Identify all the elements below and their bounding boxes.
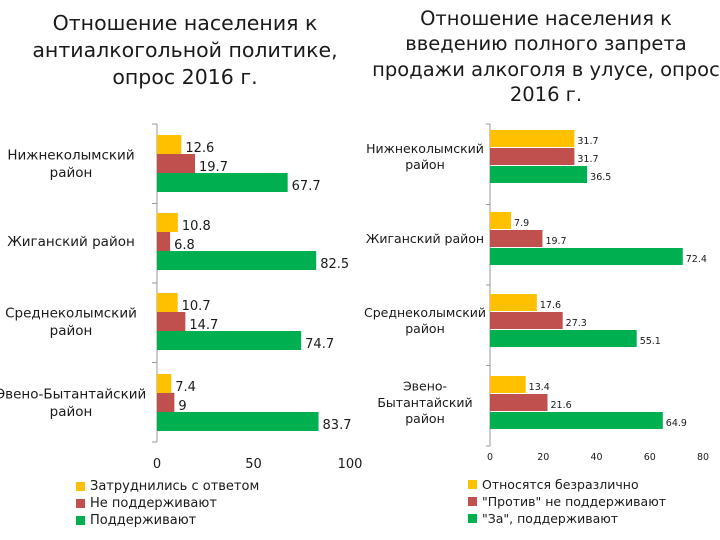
right-legend-label: Относятся безразлично	[482, 477, 639, 492]
left-category-label: Эвено-Бытантайский район	[0, 386, 146, 420]
right-x-tick-label: 20	[537, 452, 549, 463]
right-bar	[490, 212, 512, 229]
right-data-label: 31.7	[577, 154, 598, 165]
left-data-label: 6.8	[174, 238, 195, 253]
left-data-label: 19.7	[199, 160, 228, 175]
left-data-label: 10.7	[182, 299, 211, 314]
left-bar	[157, 374, 172, 393]
left-legend-item: Не поддерживают	[76, 495, 259, 512]
right-data-label: 13.4	[529, 382, 550, 393]
right-bar	[490, 312, 563, 329]
right-x-tick-label: 80	[697, 452, 709, 463]
right-x-tick-label: 0	[487, 452, 493, 463]
right-legend-swatch	[468, 480, 477, 489]
left-legend-label: Не поддерживают	[90, 496, 217, 511]
left-bar	[157, 232, 171, 251]
right-legend-label: "Против" не поддерживают	[482, 494, 667, 509]
right-x-tick-label: 60	[644, 452, 656, 463]
left-x-tick-label: 0	[153, 457, 161, 472]
right-category-label: Жиганский район	[366, 231, 484, 246]
right-legend-item: "За", поддерживают	[468, 510, 666, 527]
left-x-tick-label: 50	[245, 457, 262, 472]
right-data-label: 36.5	[590, 172, 611, 183]
left-bar	[157, 173, 288, 192]
left-category-label: Среднеколымский район	[5, 305, 137, 339]
right-data-label: 27.3	[566, 318, 587, 329]
left-bar	[157, 393, 175, 412]
left-x-tick-label: 100	[338, 457, 363, 472]
right-category-label: Эвено-Бытантайский район	[377, 379, 472, 427]
left-data-label: 10.8	[182, 219, 211, 234]
left-legend-label: Поддерживают	[90, 513, 197, 528]
right-bar	[490, 248, 683, 265]
left-bar	[157, 135, 182, 154]
right-data-label: 55.1	[640, 336, 661, 347]
right-legend-item: "Против" не поддерживают	[468, 493, 666, 510]
right-bar	[490, 148, 575, 165]
right-data-label: 19.7	[545, 236, 566, 247]
left-data-label: 82.5	[320, 257, 349, 272]
right-data-label: 64.9	[666, 418, 687, 429]
left-data-label: 7.4	[175, 380, 196, 395]
right-x-tick-label: 40	[590, 452, 602, 463]
right-legend-swatch	[468, 514, 477, 523]
right-bar	[490, 230, 543, 247]
right-bar	[490, 166, 588, 183]
right-bar	[490, 294, 537, 311]
left-bar	[157, 293, 178, 312]
right-data-label: 7.9	[514, 218, 529, 229]
left-data-label: 67.7	[292, 179, 321, 194]
right-bar	[490, 130, 575, 147]
right-bar	[490, 376, 526, 393]
right-data-label: 72.4	[686, 254, 707, 265]
left-legend-swatch	[76, 516, 85, 525]
left-category-label: Жиганский район	[7, 234, 135, 250]
left-bar	[157, 312, 186, 331]
left-data-label: 83.7	[323, 418, 352, 433]
left-legend-label: Затруднились с ответом	[90, 479, 260, 494]
left-bar	[157, 331, 302, 350]
right-chart-title: Отношение населения к введению полного з…	[372, 7, 720, 107]
right-legend-swatch	[468, 497, 477, 506]
right-data-label: 31.7	[577, 136, 598, 147]
left-legend-swatch	[76, 482, 85, 491]
right-legend-label: "За", поддерживают	[482, 511, 619, 526]
left-data-label: 74.7	[305, 337, 334, 352]
right-data-label: 21.6	[551, 400, 572, 411]
left-chart-title: Отношение населения к антиалкогольной по…	[32, 11, 338, 90]
left-legend-swatch	[76, 499, 85, 508]
left-chart-legend: Затруднились с ответом Не поддерживают Под…	[76, 478, 259, 529]
left-legend-item: Поддерживают	[76, 512, 259, 529]
right-data-label: 17.6	[540, 300, 561, 311]
right-category-label: Нижнеколымский район	[366, 141, 484, 172]
right-category-label: Среднеколымский район	[364, 305, 486, 336]
right-chart-legend: Относятся безразлично "Против" не поддерж…	[468, 476, 666, 527]
right-bar	[490, 330, 637, 347]
left-category-label: Нижнеколымский район	[7, 147, 134, 181]
left-bar	[157, 154, 196, 173]
left-data-label: 12.6	[185, 141, 214, 156]
left-bar	[157, 412, 319, 431]
left-legend-item: Затруднились с ответом	[76, 478, 259, 495]
left-bar	[157, 251, 317, 270]
left-data-label: 9	[178, 399, 186, 414]
right-legend-item: Относятся безразлично	[468, 476, 666, 493]
right-bar	[490, 394, 548, 411]
right-bar	[490, 412, 663, 429]
left-bar	[157, 213, 178, 232]
left-data-label: 14.7	[189, 318, 218, 333]
